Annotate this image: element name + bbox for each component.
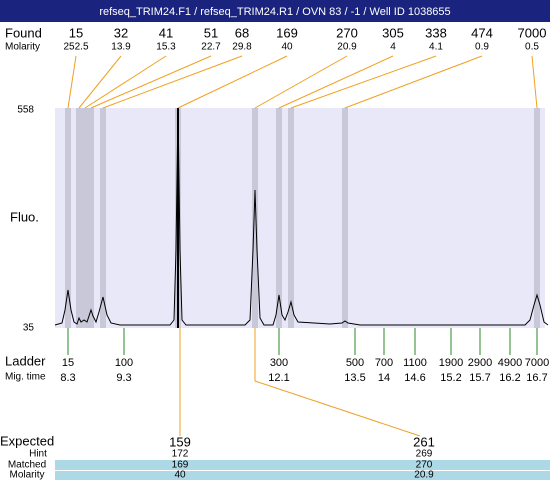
hint-size: 269: [416, 449, 433, 460]
mig-time-label: Mig. time: [5, 372, 46, 383]
expected-molarity: 40: [174, 470, 186, 480]
found-molarity: 252.5: [63, 42, 88, 53]
peak-band: [65, 108, 71, 328]
found-link: [344, 55, 483, 109]
ladder-size: 500: [346, 357, 364, 369]
found-link: [177, 55, 288, 109]
expected-molarity: 20.9: [414, 470, 434, 480]
found-link: [290, 55, 437, 109]
ladder-time: 14.6: [404, 372, 425, 384]
found-link: [67, 55, 77, 109]
matched-size: 169: [172, 460, 189, 471]
ladder-size: 1900: [439, 357, 463, 369]
found-size: 15: [69, 25, 83, 40]
ladder-time: 15.7: [469, 372, 490, 384]
ladder-size: 1100: [403, 357, 427, 369]
y-max-label: 558: [17, 105, 34, 116]
ladder-size: 15: [62, 357, 74, 369]
plot-area: [55, 108, 545, 328]
peak-band: [76, 108, 82, 328]
found-size: 270: [336, 25, 358, 40]
expected-size: 159: [169, 434, 191, 449]
peak-band: [100, 108, 106, 328]
found-molarity: 29.8: [232, 42, 252, 53]
ladder-size: 2900: [468, 357, 492, 369]
found-link: [84, 55, 167, 109]
found-link: [102, 55, 243, 109]
peak-band: [342, 108, 348, 328]
title-bar: [0, 0, 550, 22]
found-molarity: 0.9: [475, 42, 489, 53]
ladder-time: 13.5: [344, 372, 365, 384]
title: refseq_TRIM24.F1 / refseq_TRIM24.R1 / OV…: [99, 6, 450, 18]
matched-label: Matched: [8, 460, 46, 471]
found-molarity: 4.1: [429, 42, 443, 53]
found-size: 169: [276, 25, 298, 40]
expected-link: [254, 328, 421, 437]
found-size: 32: [114, 25, 128, 40]
found-link: [78, 55, 122, 109]
ladder-time: 12.1: [268, 372, 289, 384]
peak-band: [82, 108, 88, 328]
ladder-time: 16.2: [499, 372, 520, 384]
found-molarity: 13.9: [111, 42, 131, 53]
found-size: 7000: [518, 25, 547, 40]
found-size: 41: [159, 25, 173, 40]
found-molarity: 4: [390, 42, 396, 53]
ladder-time: 16.7: [526, 372, 547, 384]
peak-band: [88, 108, 94, 328]
ladder-size: 700: [375, 357, 393, 369]
found-size: 474: [471, 25, 493, 40]
found-link: [278, 55, 394, 109]
ladder-label: Ladder: [5, 353, 46, 368]
matched-row-bg: [55, 460, 550, 470]
hint-label: Hint: [29, 449, 47, 460]
molarity-row-bg: [55, 471, 550, 480]
found-molarity: 40: [281, 42, 293, 53]
found-size: 338: [425, 25, 447, 40]
peak-band: [276, 108, 282, 328]
ladder-time: 9.3: [116, 372, 131, 384]
found-molarity: 15.3: [156, 42, 176, 53]
expected-size: 261: [413, 434, 435, 449]
found-link: [254, 55, 348, 109]
expected-label: Expected: [0, 433, 54, 448]
peak-band: [288, 108, 294, 328]
ladder-time: 15.2: [440, 372, 461, 384]
found-label: Found: [5, 25, 42, 40]
ladder-size: 100: [115, 357, 133, 369]
matched-size: 270: [416, 460, 433, 471]
y-min-label: 35: [23, 323, 35, 334]
found-molarity: 0.5: [525, 42, 539, 53]
trace: [54, 107, 549, 326]
exp-molarity-label: Molarity: [9, 470, 44, 480]
ladder-time: 14: [378, 372, 390, 384]
ladder-time: 8.3: [60, 372, 75, 384]
ladder-size: 300: [270, 357, 288, 369]
found-size: 68: [235, 25, 249, 40]
found-size: 51: [204, 25, 218, 40]
peak-band: [534, 108, 540, 328]
hint-size: 172: [172, 449, 189, 460]
fluo-label: Fluo.: [10, 209, 39, 224]
found-molarity: 20.9: [337, 42, 357, 53]
ladder-size: 7000: [525, 357, 549, 369]
molarity-label: Molarity: [5, 42, 40, 53]
peak-band: [252, 108, 258, 328]
found-molarity: 22.7: [201, 42, 221, 53]
found-size: 305: [382, 25, 404, 40]
ladder-size: 4900: [498, 357, 522, 369]
found-link: [531, 55, 538, 109]
found-link: [90, 55, 212, 109]
